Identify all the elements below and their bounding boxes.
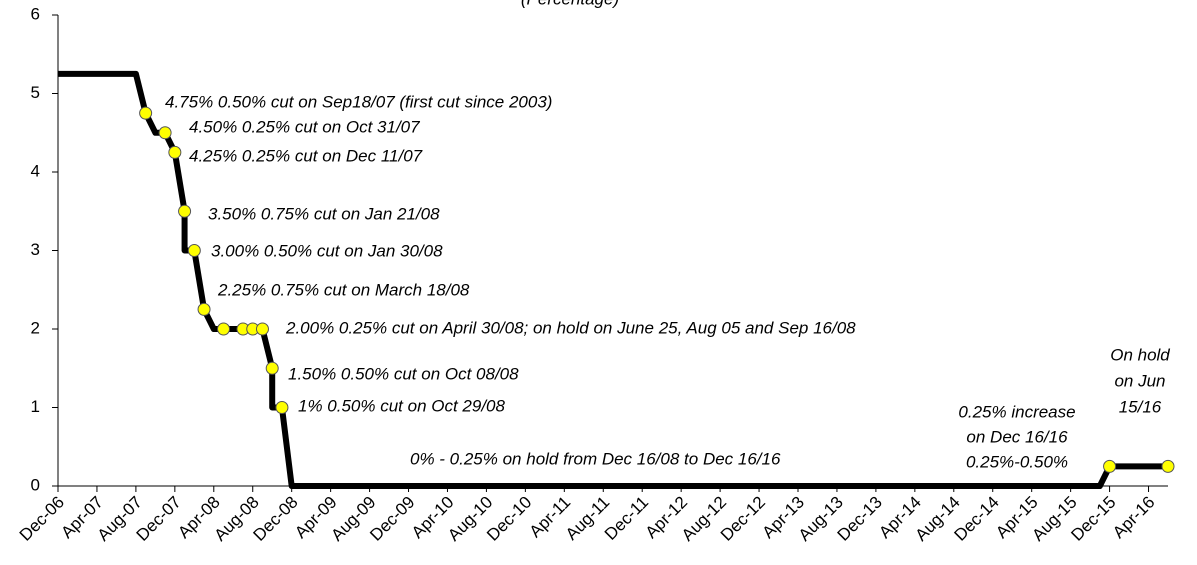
annotation: On hold [1110,345,1170,364]
annotation: 0.25%-0.50% [966,452,1068,471]
marker [158,126,172,140]
marker [265,361,279,375]
annotation: 4.75% 0.50% cut on Sep18/07 (first cut s… [165,92,552,111]
x-tick-label: Apr-16 [1109,493,1159,543]
x-tick-label: Dec-12 [717,493,769,545]
annotation: 3.00% 0.50% cut on Jan 30/08 [211,241,443,260]
x-tick-label: Dec-11 [601,493,652,544]
y-tick-label: 0 [31,475,40,494]
marker [1103,459,1117,473]
marker [275,401,289,414]
marker [139,106,153,120]
y-tick-label: 3 [31,240,40,259]
x-tick-label: Dec-06 [16,493,68,545]
annotation: 4.25% 0.25% cut on Dec 11/07 [189,146,423,165]
marker [178,204,192,218]
annotation: 1% 0.50% cut on Oct 29/08 [298,396,506,415]
y-tick-label: 5 [31,83,40,102]
marker [1161,459,1175,473]
y-tick-label: 6 [31,4,40,23]
marker [168,145,182,159]
marker [217,322,231,336]
marker [255,322,269,336]
x-tick-label: Dec-10 [483,493,535,545]
annotation: 1.50% 0.50% cut on Oct 08/08 [288,364,519,383]
annotation: 3.50% 0.75% cut on Jan 21/08 [208,204,440,223]
marker [187,244,201,257]
y-tick-label: 2 [31,318,40,337]
y-tick-label: 4 [31,161,40,180]
annotation: 0.25% increase [958,402,1075,421]
chart-subtitle: (Percentage) [521,0,619,8]
x-tick-label: Dec-07 [133,493,185,545]
x-tick-label: Dec-08 [249,493,301,545]
marker [197,302,211,316]
x-tick-label: Dec-13 [834,493,886,545]
annotation: 2.00% 0.25% cut on April 30/08; on hold … [285,318,856,337]
annotation: on Dec 16/16 [966,427,1068,446]
annotation: 15/16 [1119,397,1162,416]
x-tick-label: Dec-09 [366,493,418,545]
annotation: 0% - 0.25% on hold from Dec 16/08 to Dec… [410,449,781,468]
annotation: on Jun [1114,371,1165,390]
annotation: 2.25% 0.75% cut on March 18/08 [217,280,470,299]
y-tick-label: 1 [31,397,40,416]
x-tick-label: Dec-14 [951,493,1003,545]
annotation: 4.50% 0.25% cut on Oct 31/07 [189,117,420,136]
x-tick-label: Dec-15 [1067,493,1119,545]
